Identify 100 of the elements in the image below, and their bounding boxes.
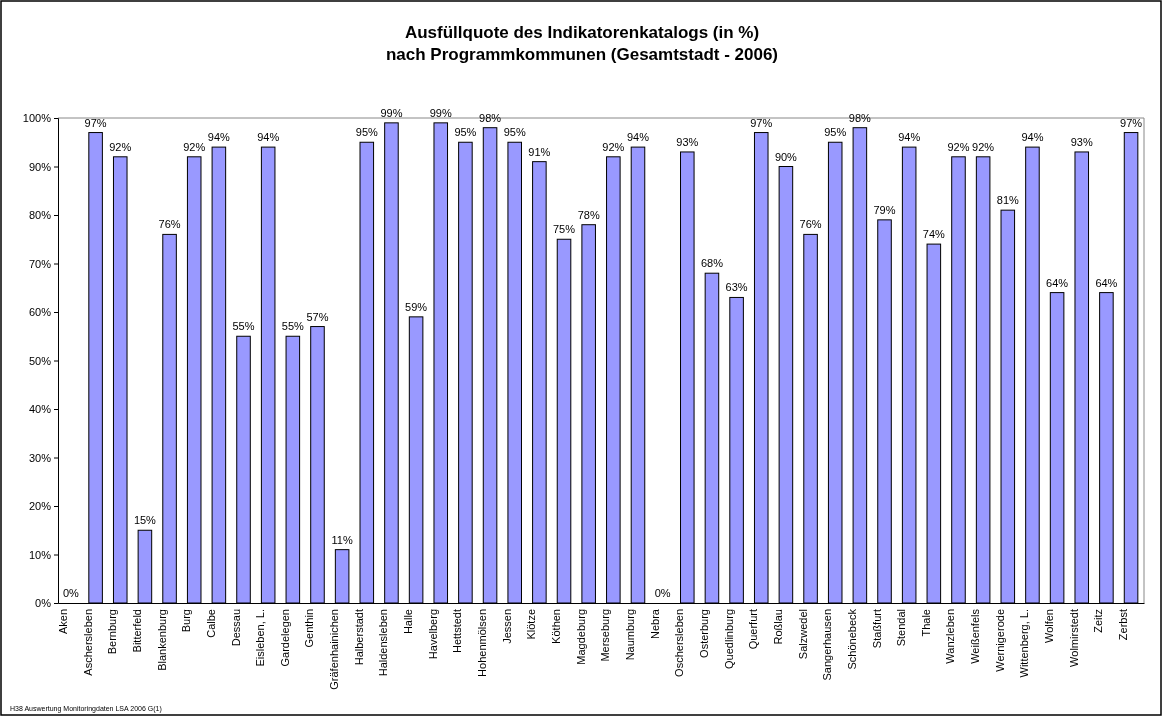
data-label: 81% (996, 194, 1020, 207)
x-tick-label: Staßfurt (870, 609, 883, 649)
data-label: 95% (355, 126, 379, 139)
x-tick-label: Wanzleben (944, 609, 957, 664)
data-label: 98% (479, 111, 502, 124)
data-label: 93% (676, 135, 699, 148)
data-label: 0% (654, 587, 671, 599)
chart-title: Ausfüllquote des Indikatorenkatalogs (in %) nach Programmkommunen (Gesamtstadt - 2006) (385, 23, 779, 64)
x-tick-label: Merseburg (599, 609, 612, 662)
x-tick-label: Weißenfels (969, 608, 982, 664)
x-tick-label: Halle (402, 609, 415, 635)
data-label: 99% (429, 106, 452, 119)
data-label: 64% (1046, 276, 1069, 289)
data-label: 92% (972, 140, 995, 153)
data-label: 55% (232, 320, 255, 333)
data-label: 97% (1120, 116, 1143, 129)
x-tick-label: Jessen (500, 609, 513, 644)
data-label: 79% (873, 203, 896, 216)
x-tick-label: Wittenberg, L. (1018, 609, 1031, 678)
x-tick-label: Sangerhausen (821, 609, 834, 681)
x-tick-label: Eisleben, L. (254, 609, 267, 667)
data-label: 78% (577, 208, 600, 221)
x-tick-label: Aschersleben (81, 609, 94, 676)
data-label: 74% (922, 228, 946, 241)
x-tick-label: Zerbst (1117, 609, 1130, 641)
data-label: 91% (528, 145, 551, 158)
data-label: 94% (898, 131, 921, 144)
data-label: 59% (405, 300, 428, 313)
data-label: 94% (207, 131, 231, 144)
y-tick-label: 0% (35, 597, 52, 610)
x-tick-label: Köthen (550, 609, 563, 644)
x-tick-label: Burg (180, 609, 193, 633)
x-tick-label: Osterburg (697, 609, 710, 658)
x-tick-label: Calbe (204, 609, 217, 638)
data-label: 0% (62, 587, 80, 599)
x-tick-label: Gräfenhainichen (328, 609, 341, 690)
x-tick-label: Gardelegen (278, 609, 291, 667)
y-tick-label: 30% (28, 451, 52, 464)
data-label: 75% (553, 223, 576, 236)
y-tick-label: 50% (28, 354, 52, 367)
x-tick-label: Magdeburg (574, 609, 587, 665)
data-label: 92% (602, 140, 625, 153)
data-label: 94% (1021, 131, 1044, 144)
x-tick-label: Aken (56, 609, 69, 635)
data-label: 99% (380, 106, 403, 119)
x-tick-label: Zeitz (1092, 609, 1105, 633)
y-tick-label: 60% (28, 306, 52, 319)
y-tick-label: 70% (28, 257, 52, 270)
data-label: 68% (700, 257, 724, 270)
data-label: 76% (158, 218, 181, 231)
x-tick-label: Quedlinburg (722, 609, 735, 669)
x-tick-label: Haldensleben (377, 609, 390, 677)
data-label: 93% (1070, 135, 1093, 148)
data-label: 63% (725, 281, 748, 294)
data-label: 92% (109, 140, 132, 153)
data-label: 76% (799, 218, 822, 231)
x-tick-label: Oschersleben (673, 609, 686, 677)
x-tick-label: Stendal (895, 609, 908, 647)
data-label: 94% (626, 131, 650, 144)
x-tick-label: Naumburg (623, 609, 636, 661)
y-tick-label: 40% (28, 403, 52, 416)
x-tick-label: Salzwedel (796, 609, 809, 660)
y-tick-label: 80% (28, 209, 52, 222)
data-label: 90% (774, 150, 798, 163)
x-tick-label: Dessau (229, 609, 242, 647)
x-tick-label: Wernigerode (993, 609, 1006, 672)
data-label: 55% (281, 320, 305, 333)
data-label: 97% (750, 116, 773, 129)
data-label: 92% (947, 140, 970, 153)
data-label: 11% (331, 533, 353, 546)
x-tick-label: Querfurt (747, 609, 760, 650)
x-tick-label: Blankenburg (155, 609, 168, 671)
x-tick-label: Nebra (648, 608, 661, 639)
y-tick-label: 100% (22, 112, 52, 125)
data-label: 57% (306, 310, 329, 323)
y-tick-label: 10% (28, 548, 52, 561)
x-tick-label: Bitterfeld (130, 609, 143, 653)
x-tick-label: Genthin (303, 609, 316, 648)
x-tick-label: Hohenmölsen (476, 609, 489, 677)
data-label: 15% (133, 514, 157, 527)
y-tick-label: 90% (28, 160, 52, 173)
data-label: 97% (84, 116, 107, 129)
data-label: 94% (257, 131, 280, 144)
data-label: 98% (848, 111, 872, 124)
x-tick-label: Schönebeck (845, 608, 858, 670)
x-tick-label: Wolfen (1043, 609, 1056, 644)
data-label: 95% (503, 126, 526, 139)
x-tick-label: Thale (919, 609, 932, 637)
x-tick-label: Wolmirstedt (1067, 609, 1080, 667)
data-label: 92% (183, 140, 206, 153)
data-label: 95% (824, 126, 847, 139)
data-label: 64% (1095, 276, 1118, 289)
y-tick-label: 20% (28, 500, 52, 513)
x-tick-label: Bernburg (106, 609, 119, 655)
x-tick-label: Hettstedt (451, 609, 464, 654)
x-tick-label: Havelberg (426, 609, 439, 660)
x-tick-label: Klötze (525, 609, 538, 640)
x-tick-label: Roßlau (771, 609, 784, 645)
x-tick-label: Halberstadt (352, 609, 365, 666)
data-label: 95% (454, 126, 477, 139)
